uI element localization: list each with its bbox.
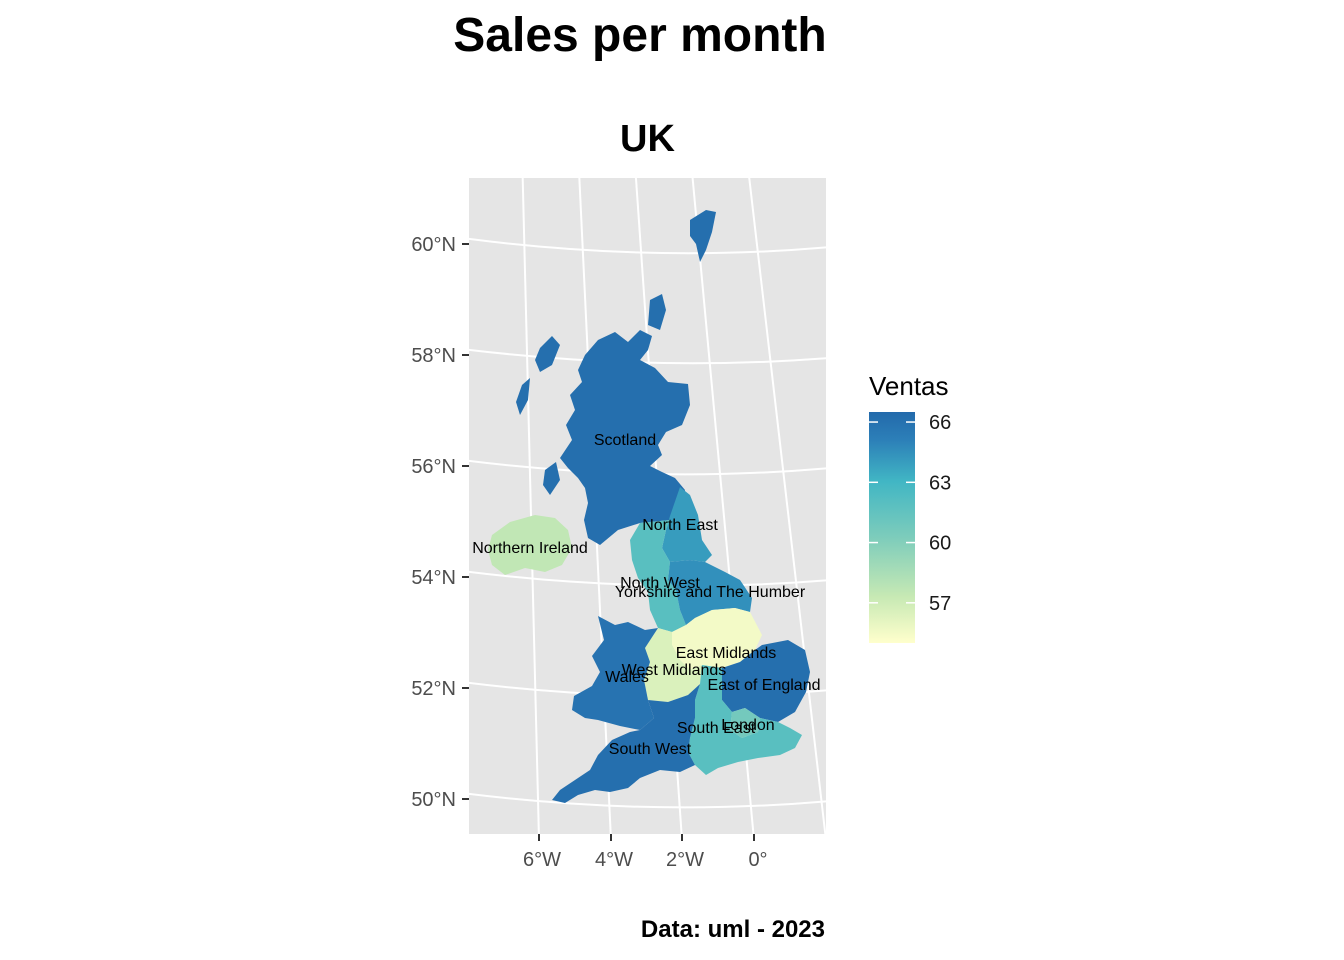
legend: Ventas 66 63 60 57 [869, 371, 951, 643]
label-london: London [721, 717, 774, 734]
label-north-east: North East [642, 517, 718, 534]
lat-label: 54°N [411, 567, 456, 589]
region-north-west[interactable] [630, 520, 686, 632]
label-north-west: North West [620, 575, 700, 592]
label-northern-ireland: Northern Ireland [472, 540, 588, 557]
region-scotland-isles[interactable] [535, 336, 560, 372]
lon-label: 2°W [666, 849, 704, 871]
region-east-midlands[interactable] [672, 608, 762, 670]
lat-label: 50°N [411, 789, 456, 811]
region-yorkshire[interactable] [668, 560, 752, 625]
region-scotland-isles[interactable] [543, 462, 560, 495]
region-scotland-isles[interactable] [516, 378, 530, 415]
region-northern-ireland[interactable] [488, 515, 572, 575]
region-west-midlands[interactable] [644, 628, 702, 702]
label-west-midlands: West Midlands [622, 662, 727, 679]
legend-tick-label: 57 [929, 593, 951, 615]
legend-tick-label: 60 [929, 533, 951, 555]
lon-label: 4°W [595, 849, 633, 871]
region-wales[interactable] [572, 616, 658, 730]
x-axis: 6°W 4°W 2°W 0° [523, 834, 768, 871]
label-east-midlands: East Midlands [676, 645, 777, 662]
label-south-east: South East [677, 720, 756, 737]
region-south-west[interactable] [552, 684, 700, 803]
lon-label: 6°W [523, 849, 561, 871]
region-scotland[interactable] [560, 330, 690, 545]
y-axis: 60°N 58°N 56°N 54°N 52°N 50°N [411, 234, 469, 811]
legend-tick-label: 63 [929, 472, 951, 494]
lat-label: 52°N [411, 678, 456, 700]
lat-label: 56°N [411, 456, 456, 478]
legend-colorbar [869, 412, 915, 643]
lon-label: 0° [748, 849, 767, 871]
legend-title: Ventas [869, 371, 949, 401]
label-wales: Wales [605, 669, 649, 686]
region-east-of-england[interactable] [722, 640, 810, 722]
regions [488, 210, 810, 803]
lat-label: 60°N [411, 234, 456, 256]
lat-label: 58°N [411, 345, 456, 367]
chart-title: Sales per month [453, 9, 827, 62]
region-scotland-isles[interactable] [690, 210, 716, 262]
map-subtitle: UK [620, 118, 675, 160]
caption: Data: uml - 2023 [640, 916, 825, 943]
region-north-east[interactable] [662, 487, 712, 562]
label-east-of-england: East of England [708, 677, 821, 694]
label-yorkshire: Yorkshire and The Humber [615, 584, 806, 601]
legend-tick-label: 66 [929, 412, 951, 434]
region-london[interactable] [730, 708, 760, 738]
label-scotland: Scotland [594, 432, 656, 449]
label-south-west: South West [609, 741, 692, 758]
region-south-east[interactable] [688, 665, 802, 775]
region-scotland-isles[interactable] [648, 294, 666, 330]
region-labels: Scotland North East Northern Ireland Nor… [472, 432, 820, 758]
